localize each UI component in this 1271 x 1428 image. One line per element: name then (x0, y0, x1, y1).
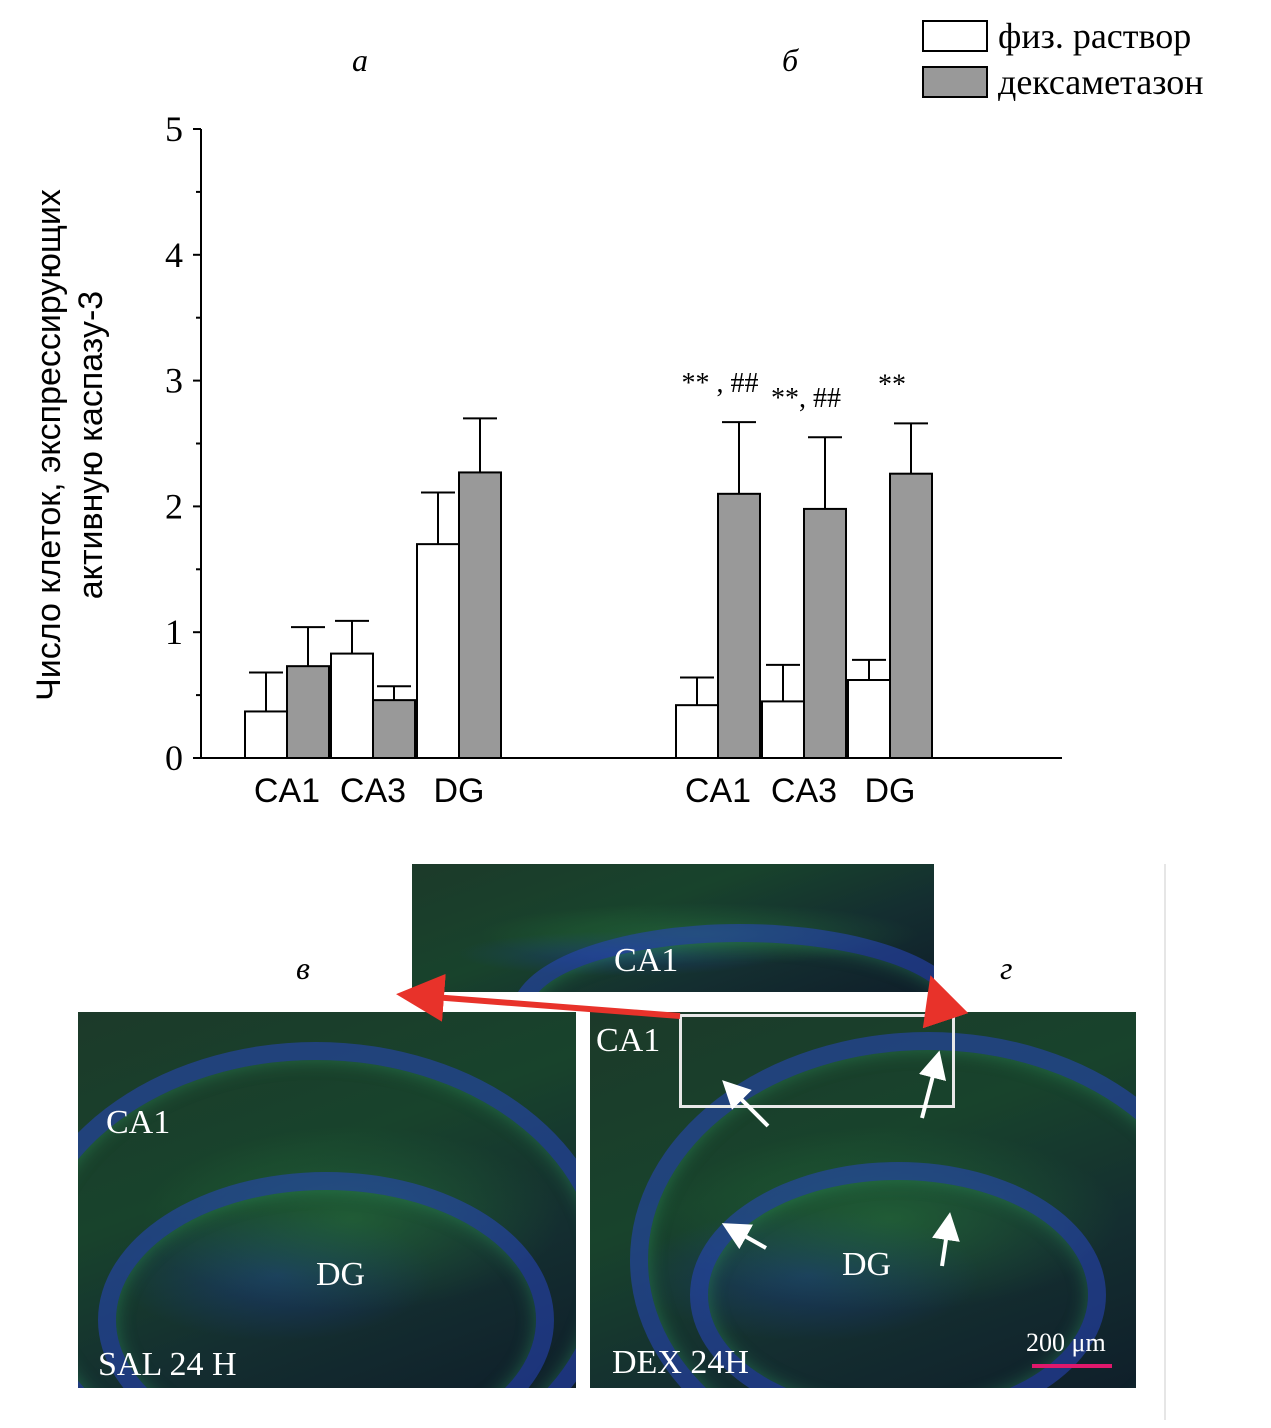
y-tick-label: 3 (165, 361, 183, 401)
panel-letter-v: в (296, 950, 310, 986)
inset-ca1-label: CA1 (614, 942, 679, 979)
dex-ca1-label: CA1 (596, 1022, 661, 1059)
significance-annotation: ** (878, 369, 906, 400)
dex-dg-label: DG (842, 1246, 892, 1283)
x-tick-label: DG (865, 772, 916, 810)
zoom-arrow-right (922, 975, 969, 1029)
x-tick-label: CA3 (771, 772, 837, 810)
significance-annotation: ** , ## (682, 368, 759, 399)
bar (372, 699, 416, 760)
bar (286, 665, 330, 760)
legend-dex-swatch (922, 66, 988, 98)
cell-arrow-4 (932, 1212, 960, 1267)
y-tick-label: 4 (165, 235, 183, 275)
legend-saline-swatch (922, 20, 988, 52)
saline-dg-label: DG (316, 1256, 366, 1293)
x-tick-label: DG (434, 772, 485, 810)
cell-arrow-3 (721, 1223, 767, 1250)
inset-region-frame (679, 1014, 955, 1108)
figure-right-border (1164, 864, 1166, 1420)
saline-caption: SAL 24 H (98, 1346, 237, 1383)
cell-arrow-1 (722, 1080, 770, 1128)
y-tick-label: 1 (165, 612, 183, 652)
panel-letter-a: а (352, 42, 368, 78)
cell-arrow-2 (918, 1050, 947, 1119)
scale-bar-label: 200 μm (1026, 1328, 1106, 1357)
bar (803, 507, 847, 759)
inset-micrograph-ca1: CA1 (412, 864, 934, 992)
x-tick-label: CA1 (685, 772, 751, 810)
bar (889, 472, 933, 759)
saline-ca1-label: CA1 (106, 1104, 171, 1141)
zoom-arrow-left (396, 973, 681, 1022)
y-tick-label: 5 (165, 109, 183, 149)
micrograph-saline: CA1 DG SAL 24 H (78, 1012, 576, 1388)
legend-dex-label: дексаметазон (998, 62, 1204, 102)
x-tick-label: CA1 (254, 772, 320, 810)
scale-bar (1032, 1364, 1112, 1368)
y-tick-label: 2 (165, 486, 183, 526)
panel-letter-b: б (782, 42, 799, 78)
y-tick-label: 0 (165, 738, 183, 778)
significance-annotation: **, ## (771, 383, 841, 414)
bar (416, 543, 460, 760)
x-tick-label: CA3 (340, 772, 406, 810)
bar-chart: 0 1 2 3 4 5 CA1 CA3 DG CA1 ** , ## CA3 **, ## DG ** (165, 109, 1062, 810)
panel-letter-g: г (1000, 950, 1013, 986)
bar (458, 471, 502, 759)
dex-caption: DEX 24H (612, 1344, 749, 1381)
bar (761, 700, 805, 760)
legend-saline-label: физ. раствор (998, 16, 1192, 56)
